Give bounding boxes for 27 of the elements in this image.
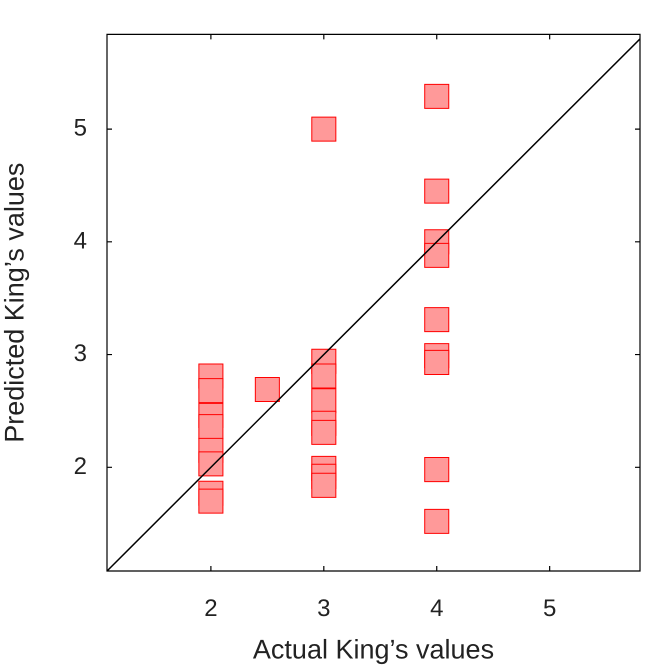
point xyxy=(424,242,450,268)
point xyxy=(424,350,450,375)
x-tick-label: 5 xyxy=(542,595,556,622)
point xyxy=(311,388,336,414)
point xyxy=(424,508,450,534)
x-tick-label: 3 xyxy=(317,595,330,622)
point xyxy=(198,488,224,514)
y-tick-label: 3 xyxy=(74,340,87,368)
point xyxy=(198,414,224,440)
point xyxy=(254,376,280,402)
y-tick-label: 5 xyxy=(74,114,87,142)
point xyxy=(198,378,224,404)
point xyxy=(311,420,336,445)
point xyxy=(311,116,336,142)
point xyxy=(424,307,450,332)
point xyxy=(424,178,450,204)
x-tick-label: 2 xyxy=(204,595,218,622)
x-axis-title: Actual King’s values xyxy=(252,634,494,664)
y-axis-title: Predicted King’s values xyxy=(0,162,30,443)
point xyxy=(424,457,450,482)
point xyxy=(311,472,336,498)
y-tick-label: 4 xyxy=(74,227,87,254)
x-tick-label: 4 xyxy=(430,595,444,622)
point xyxy=(198,451,224,476)
y-tick-label: 2 xyxy=(74,452,87,480)
point xyxy=(424,84,450,109)
point xyxy=(311,363,336,388)
